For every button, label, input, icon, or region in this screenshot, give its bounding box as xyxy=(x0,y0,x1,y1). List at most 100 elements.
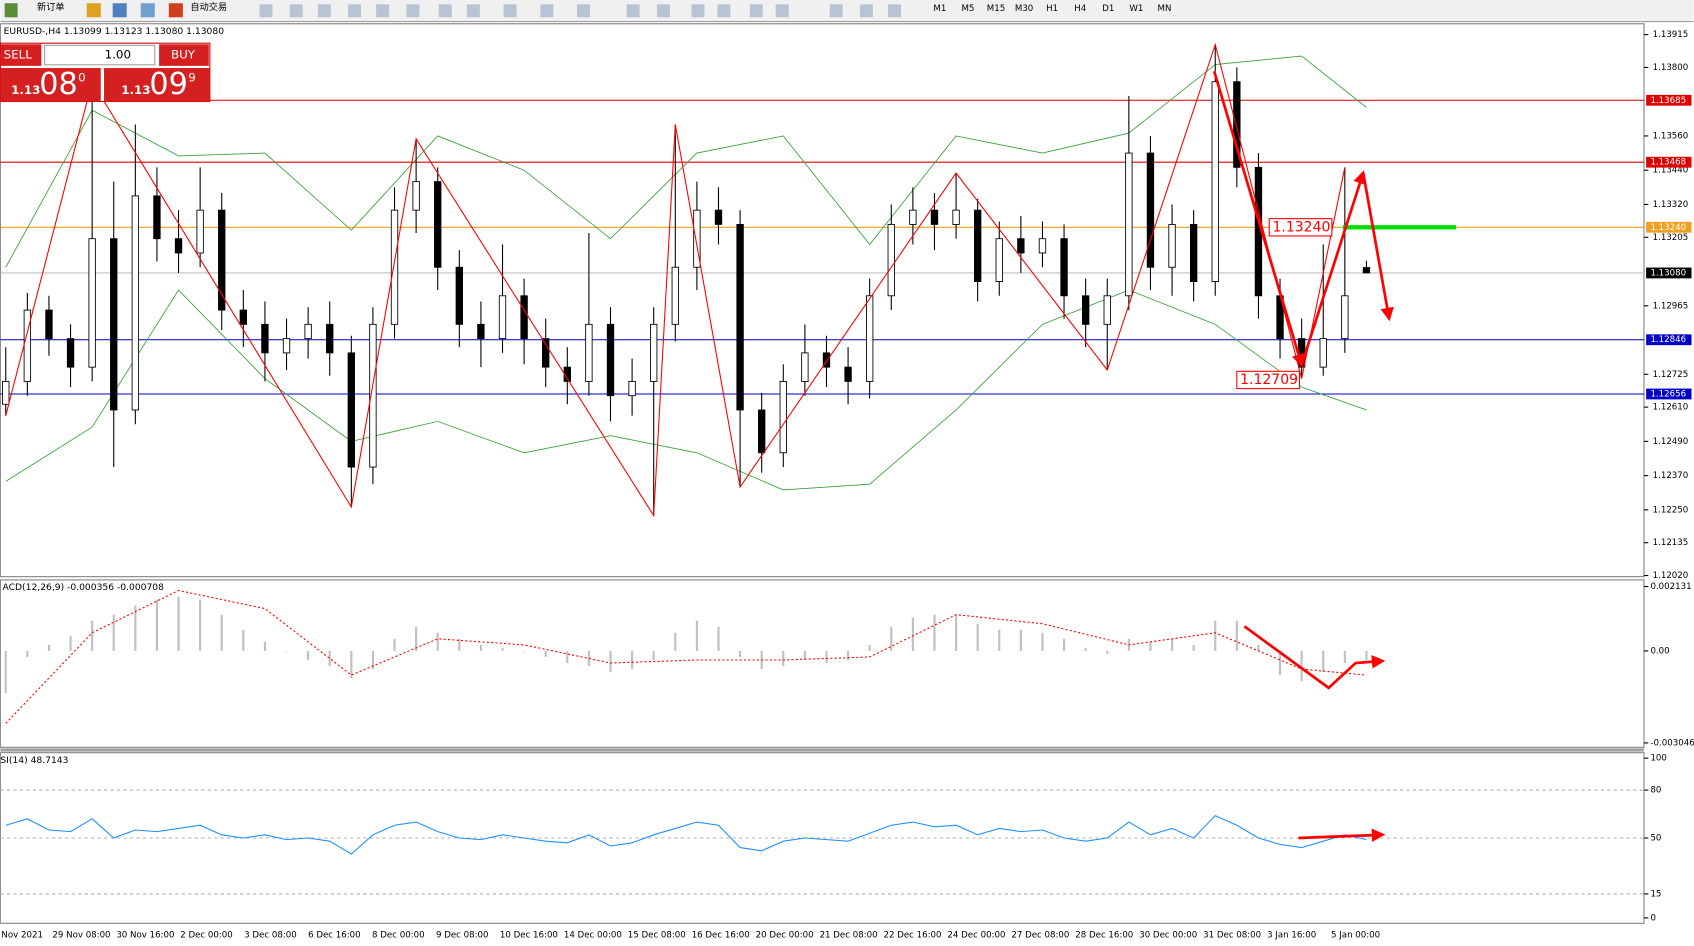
candle-body xyxy=(455,266,463,325)
tool-icon[interactable] xyxy=(691,4,705,18)
x-tick-label: 31 Dec 08:00 xyxy=(1203,931,1261,941)
candle-body xyxy=(1362,267,1371,274)
lot-value[interactable]: 1.00 xyxy=(105,48,131,62)
candle-body xyxy=(239,309,248,325)
candle-body xyxy=(218,209,226,311)
candle-body xyxy=(671,266,679,325)
lot-input[interactable] xyxy=(44,44,156,66)
macd-bar xyxy=(1322,650,1325,673)
candle-body xyxy=(196,209,204,254)
tool-icon[interactable] xyxy=(112,3,127,18)
y-tick-label: 100 xyxy=(1650,754,1666,764)
macd-bar xyxy=(631,650,634,670)
level-box xyxy=(1646,388,1692,400)
candle-body xyxy=(304,323,312,340)
macd-bar xyxy=(911,617,914,651)
timeframe-button[interactable]: MN xyxy=(1158,4,1172,14)
timeframe-button[interactable]: M15 xyxy=(987,4,1005,14)
candle-body xyxy=(995,238,1003,282)
bid-button[interactable] xyxy=(0,68,101,102)
ask-big[interactable]: 1.13 xyxy=(121,83,150,97)
macd-bar xyxy=(501,647,504,651)
macd-bar xyxy=(479,644,482,651)
x-tick-label: 14 Dec 00:00 xyxy=(564,931,622,941)
tool-icon[interactable] xyxy=(775,4,789,18)
tool-icon[interactable] xyxy=(859,4,873,18)
macd-bar xyxy=(933,614,936,651)
candle-body xyxy=(930,209,939,225)
new-order[interactable]: 新订单 xyxy=(37,1,64,13)
tool-icon[interactable] xyxy=(348,4,362,18)
bid-small[interactable]: 0 xyxy=(78,70,86,84)
level-box xyxy=(1646,156,1692,168)
timeframe-button[interactable]: W1 xyxy=(1129,4,1143,14)
tool-icon[interactable] xyxy=(438,4,452,18)
macd-bar xyxy=(1084,647,1087,651)
ask-button[interactable] xyxy=(104,68,210,102)
tool-icon[interactable] xyxy=(829,4,843,18)
macd-bar xyxy=(155,599,159,651)
timeframe-button[interactable]: M1 xyxy=(933,4,946,14)
tool-icon[interactable] xyxy=(289,4,303,18)
macd-signal xyxy=(5,589,1367,724)
timeframe-button[interactable]: H1 xyxy=(1046,4,1058,14)
macd-bar xyxy=(1149,641,1152,651)
buy-button[interactable] xyxy=(159,44,209,66)
tool-icon[interactable] xyxy=(626,4,640,18)
tool-icon[interactable] xyxy=(656,4,670,18)
sell-button[interactable] xyxy=(0,44,42,66)
macd-bar xyxy=(695,620,698,651)
main-panel xyxy=(0,23,1645,578)
macd-bar xyxy=(177,596,180,651)
candle-body xyxy=(542,338,550,368)
tool-icon[interactable] xyxy=(503,4,517,18)
drawn-arrow xyxy=(1212,70,1306,368)
tool-icon[interactable] xyxy=(717,4,731,18)
tool-icon[interactable] xyxy=(406,4,420,18)
timeframe-button[interactable]: H4 xyxy=(1074,4,1086,14)
macd-bar xyxy=(328,650,331,667)
tool-icon[interactable] xyxy=(317,4,331,18)
macd-bar xyxy=(652,650,655,660)
tool-icon[interactable] xyxy=(376,4,390,18)
autotrade-icon[interactable] xyxy=(168,3,183,18)
ask-main[interactable]: 09 xyxy=(149,67,187,102)
buy-label[interactable]: BUY xyxy=(171,48,196,62)
tool-icon[interactable] xyxy=(259,4,273,18)
ask-small[interactable]: 9 xyxy=(188,70,196,84)
candle-body xyxy=(952,209,960,225)
timeframe-button[interactable]: M30 xyxy=(1015,4,1033,14)
candle-body xyxy=(822,352,831,368)
tool-icon[interactable] xyxy=(540,4,554,18)
timeframe-button[interactable]: M5 xyxy=(961,4,974,14)
macd-bar xyxy=(285,650,288,652)
candle-body xyxy=(1211,81,1219,282)
bid-main[interactable]: 08 xyxy=(39,67,77,102)
candle-body xyxy=(131,195,140,411)
autotrade[interactable]: 自动交易 xyxy=(190,1,227,13)
macd-bar xyxy=(69,635,72,651)
bollinger-band xyxy=(5,289,1367,491)
y-tick-label: 1.12610 xyxy=(1653,403,1689,413)
tool-icon[interactable] xyxy=(749,4,763,18)
x-tick-label: 2 Dec 00:00 xyxy=(180,931,233,941)
user-drawings xyxy=(1212,70,1394,842)
sell-label[interactable]: SELL xyxy=(4,48,33,62)
x-tick-label: 28 Dec 16:00 xyxy=(1075,931,1133,941)
bid-big[interactable]: 1.13 xyxy=(11,83,40,97)
candle-body xyxy=(650,323,658,382)
macd-bar xyxy=(371,650,374,670)
timeframe-button[interactable]: D1 xyxy=(1102,4,1114,14)
new-order-icon[interactable] xyxy=(4,3,18,18)
macd-bar xyxy=(134,605,137,651)
tool-icon[interactable] xyxy=(577,4,590,18)
macd-bar xyxy=(263,641,267,651)
tool-icon[interactable] xyxy=(888,4,901,18)
tool-icon[interactable] xyxy=(140,3,155,18)
tool-icon[interactable] xyxy=(86,3,101,18)
x-tick-label: 3 Jan 16:00 xyxy=(1267,931,1316,941)
candle-body xyxy=(866,295,874,382)
tool-icon[interactable] xyxy=(466,4,480,18)
macd-bar xyxy=(1257,644,1260,651)
